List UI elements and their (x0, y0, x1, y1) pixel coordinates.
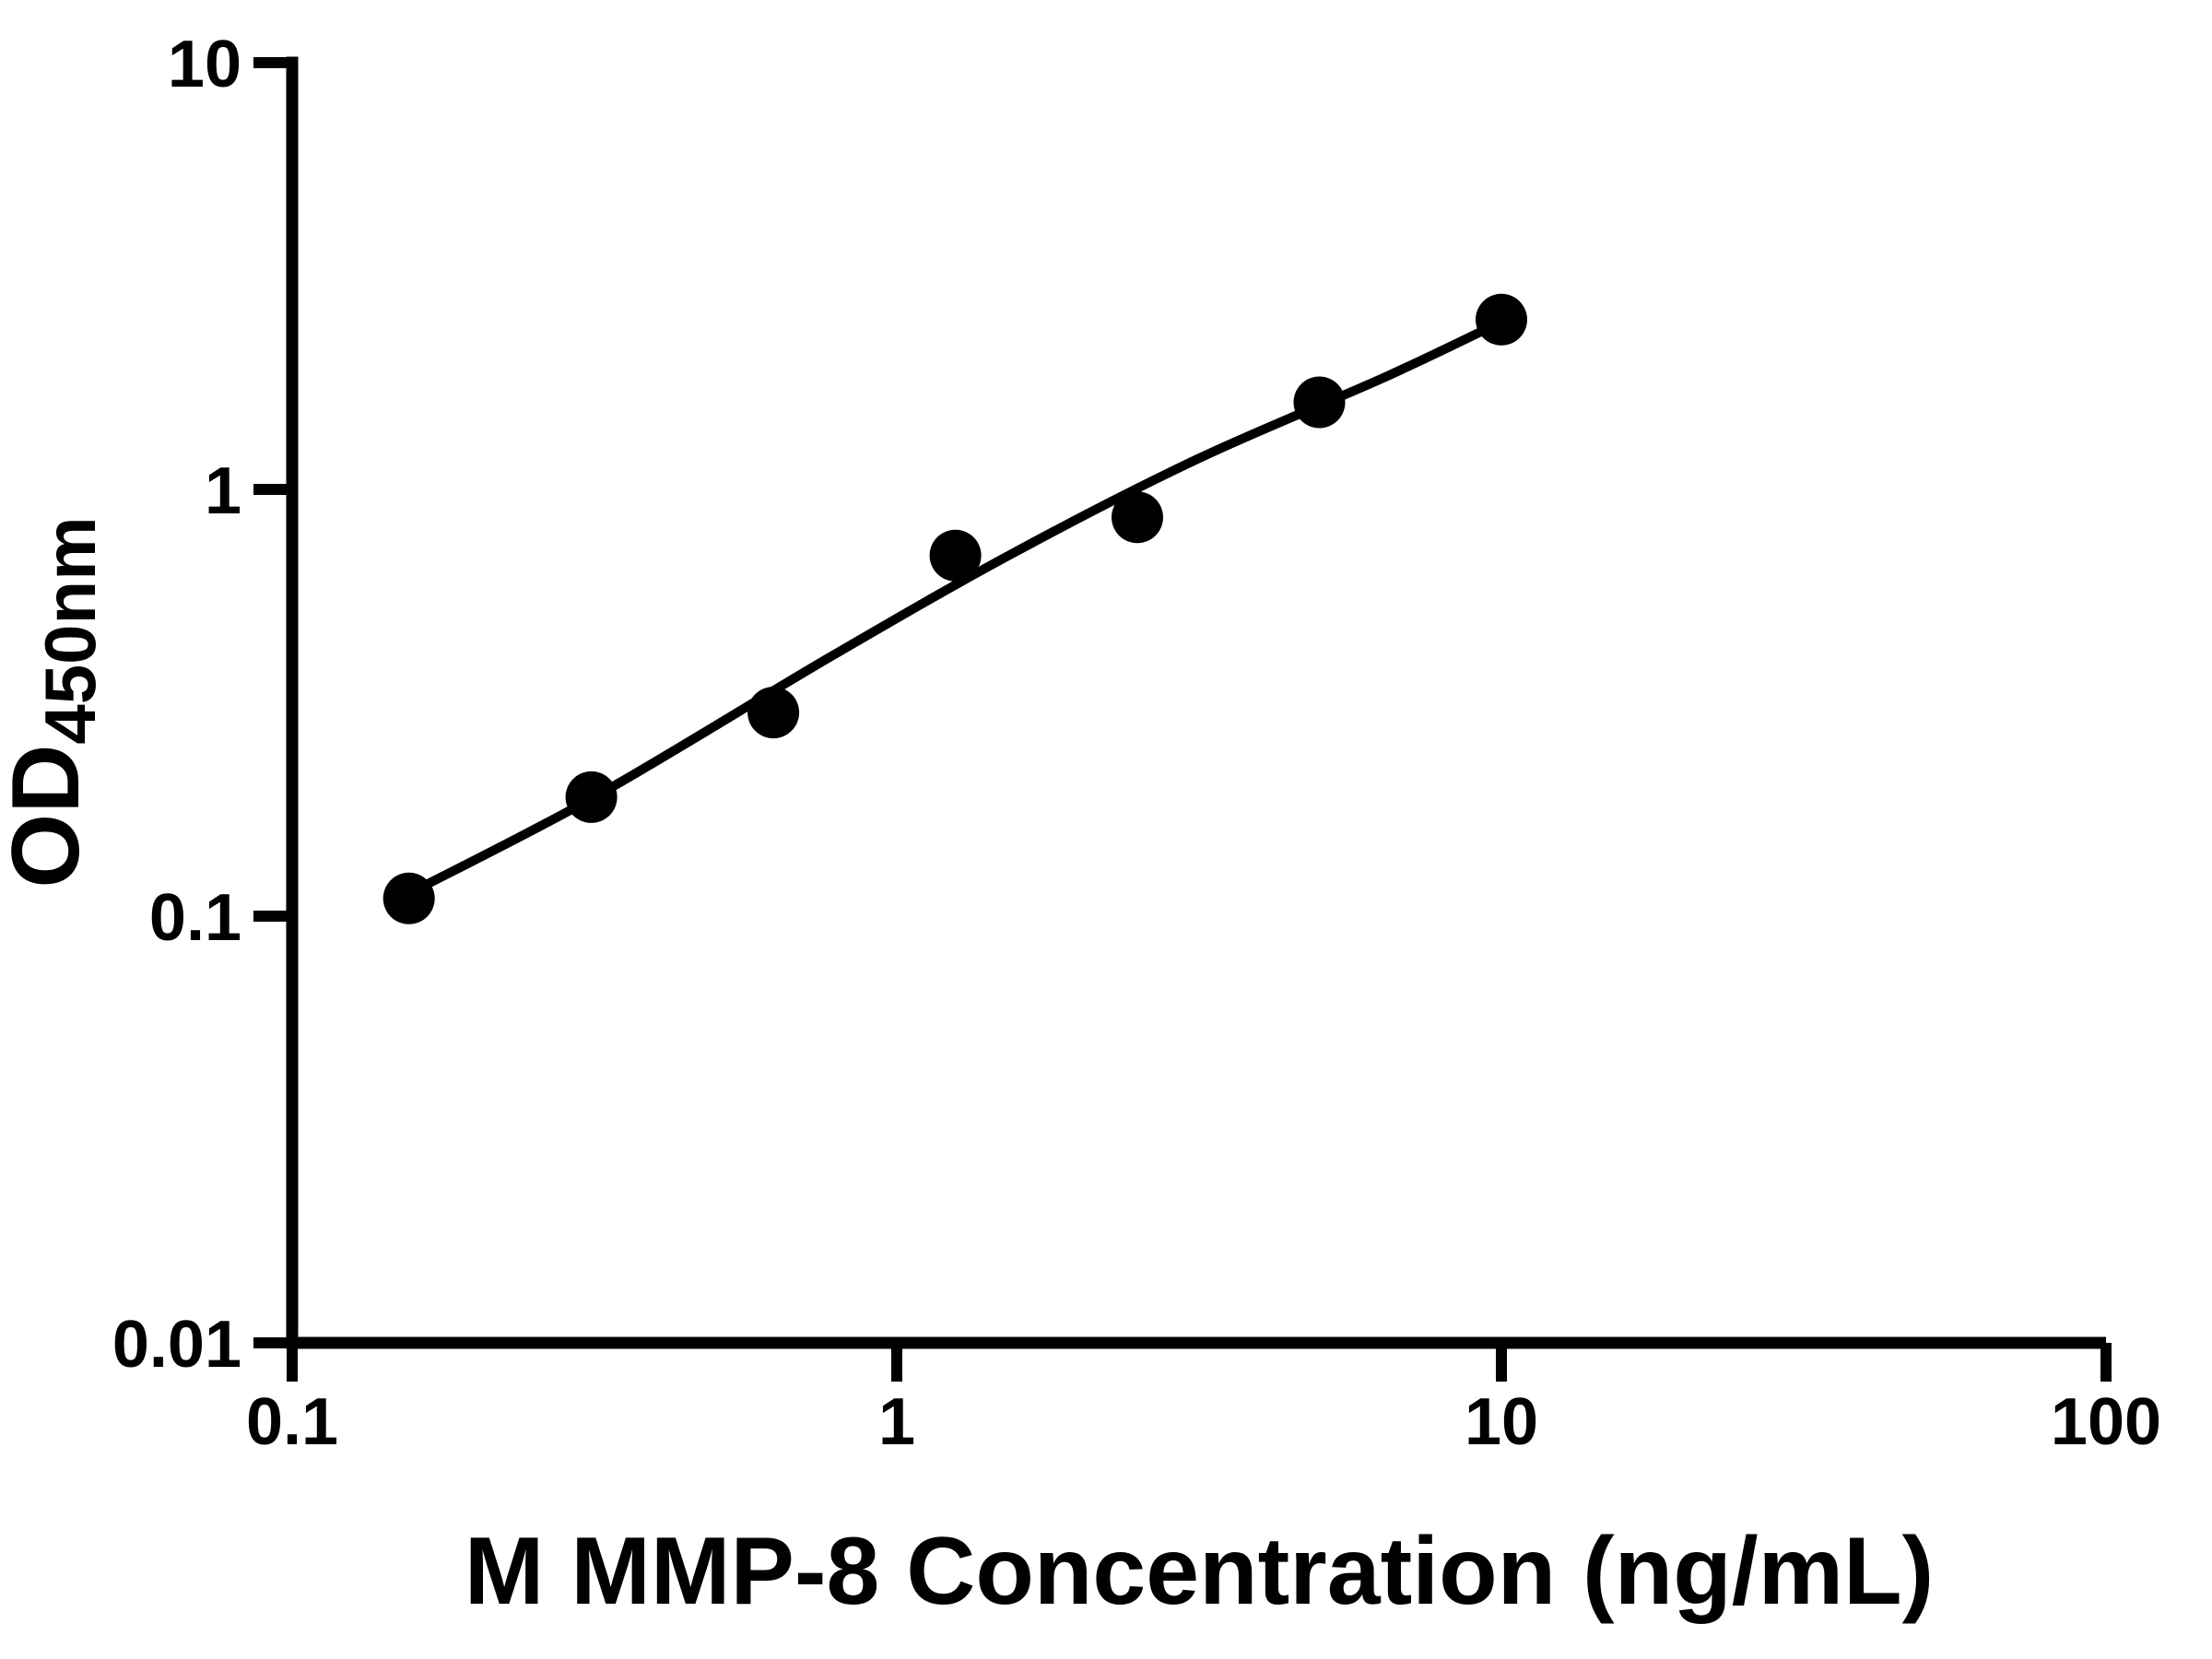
x-tick-label: 1 (878, 1385, 915, 1459)
axis-ticks (253, 57, 2112, 1382)
axes (286, 56, 2106, 1349)
data-point (382, 872, 435, 924)
y-tick-label: 10 (168, 28, 241, 101)
data-point (1293, 376, 1346, 429)
x-axis-title: M MMP-8 Concentration (ng/mL) (465, 1518, 1935, 1625)
data-point (1476, 293, 1527, 346)
data-point (929, 529, 982, 582)
y-tick-label: 0.1 (149, 881, 241, 955)
x-tick-label: 0.1 (246, 1385, 338, 1459)
data-point (1112, 491, 1163, 544)
x-tick-label: 100 (2051, 1385, 2161, 1459)
y-tick-label: 1 (205, 454, 241, 528)
y-axis-title: OD450nm (0, 516, 111, 888)
data-point-layer (382, 293, 1527, 924)
y-tick-label: 0.01 (112, 1308, 241, 1382)
axis-frame (286, 56, 2106, 1349)
data-point (565, 771, 618, 823)
x-tick-label: 10 (1465, 1385, 1538, 1459)
y-axis-title-subscript: 450nm (29, 516, 111, 744)
y-axis-title-main: OD (0, 745, 100, 888)
data-point (747, 687, 800, 739)
